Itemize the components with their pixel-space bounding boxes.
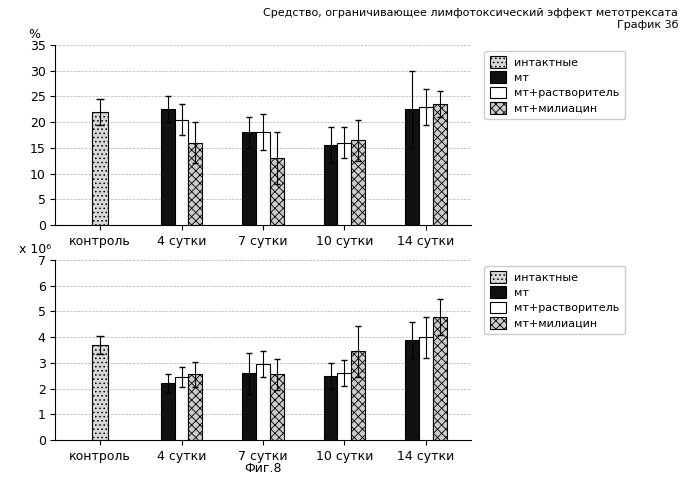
- Text: Средство, ограничивающее лимфотоксический эффект метотрексата: Средство, ограничивающее лимфотоксически…: [263, 8, 678, 18]
- Bar: [92, 112, 109, 225]
- Bar: [324, 376, 338, 440]
- Bar: [256, 132, 270, 225]
- Text: График 3б: График 3б: [617, 20, 678, 30]
- Bar: [338, 373, 352, 440]
- Bar: [405, 340, 419, 440]
- Bar: [242, 132, 256, 225]
- Legend: интактные, мт, мт+растворитель, мт+милиацин: интактные, мт, мт+растворитель, мт+милиа…: [484, 50, 626, 119]
- Bar: [338, 142, 352, 225]
- Bar: [270, 158, 284, 225]
- Bar: [324, 146, 338, 225]
- Bar: [352, 352, 365, 440]
- Bar: [270, 374, 284, 440]
- Bar: [188, 142, 202, 225]
- Bar: [405, 110, 419, 225]
- Legend: интактные, мт, мт+растворитель, мт+милиацин: интактные, мт, мт+растворитель, мт+милиа…: [484, 266, 626, 334]
- Bar: [432, 316, 446, 440]
- Bar: [419, 106, 432, 225]
- Y-axis label: x 10⁶: x 10⁶: [19, 244, 51, 256]
- Bar: [161, 384, 174, 440]
- Bar: [92, 345, 109, 440]
- Bar: [174, 120, 188, 225]
- Bar: [256, 364, 270, 440]
- Bar: [161, 110, 174, 225]
- Y-axis label: %: %: [28, 28, 41, 42]
- Text: Фиг.8: Фиг.8: [244, 462, 282, 475]
- Bar: [174, 377, 188, 440]
- Bar: [188, 374, 202, 440]
- Bar: [352, 140, 365, 225]
- Bar: [242, 373, 256, 440]
- Bar: [432, 104, 446, 225]
- Bar: [419, 337, 432, 440]
